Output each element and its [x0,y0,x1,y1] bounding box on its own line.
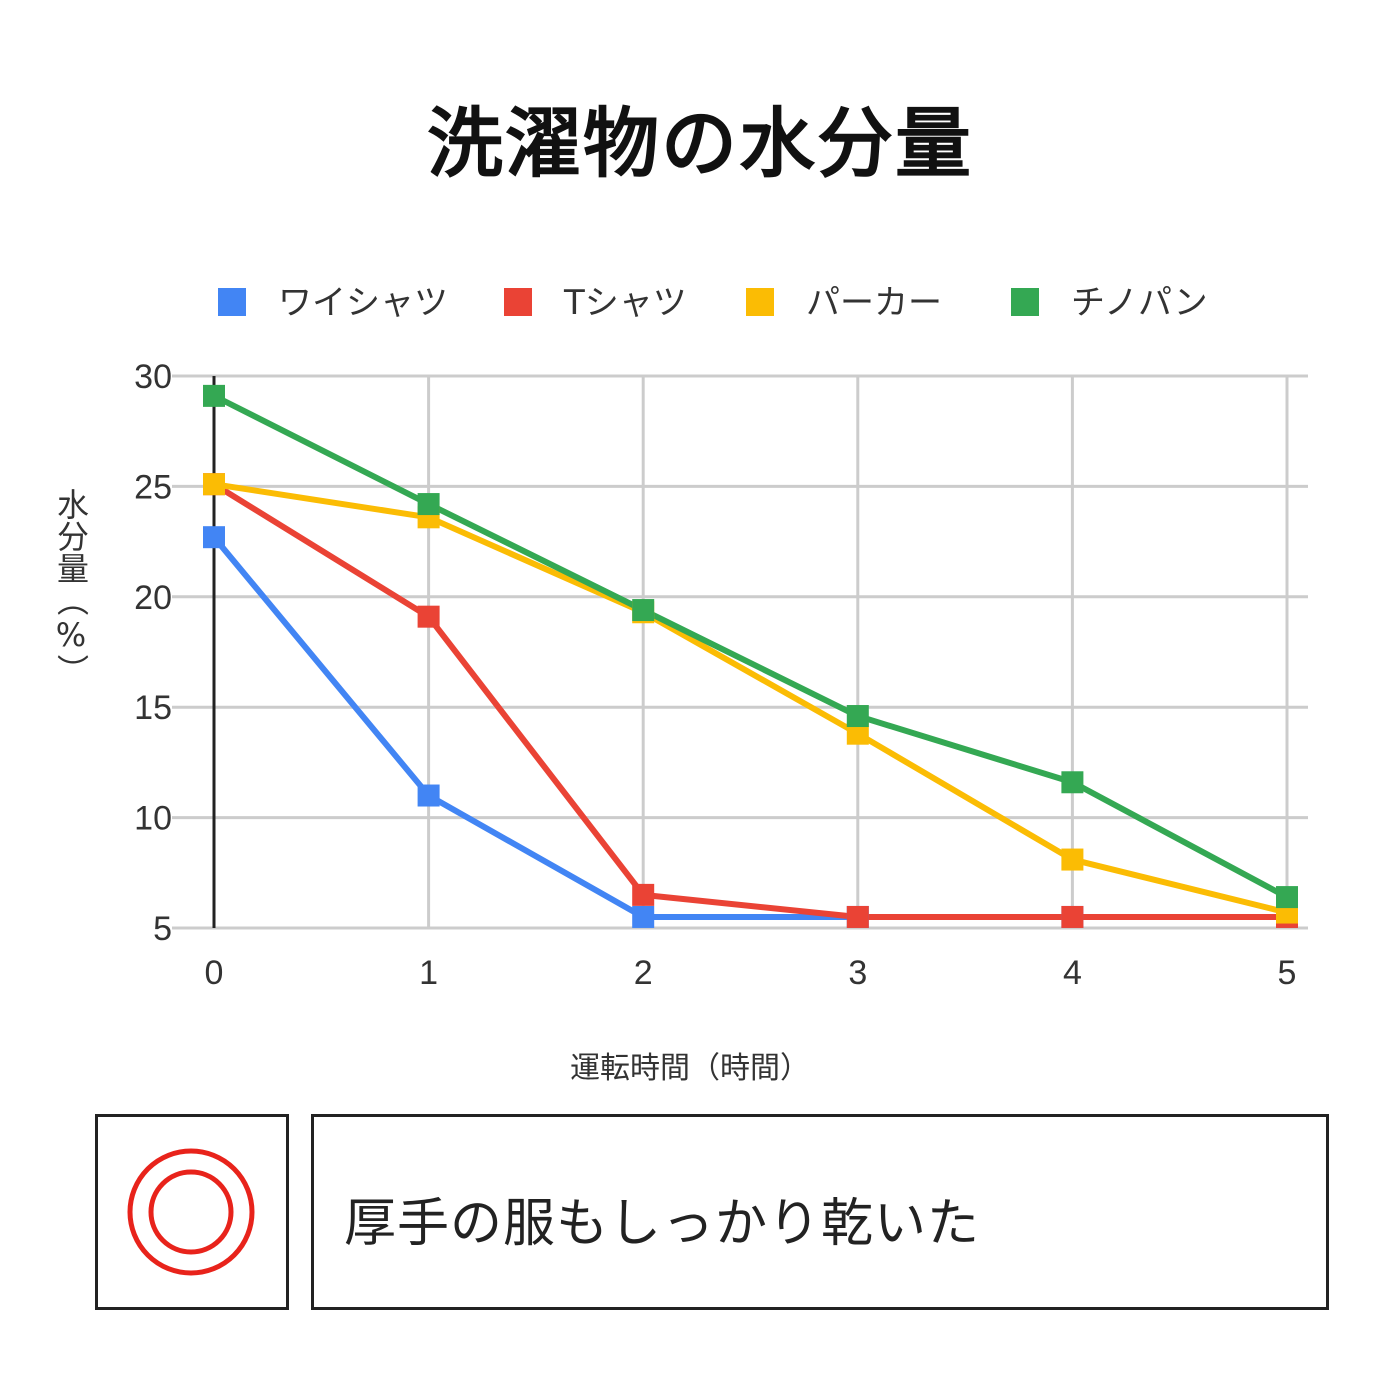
data-point [632,599,655,622]
x-tick-label: 3 [848,954,867,992]
data-point [846,722,869,745]
data-point [1276,886,1298,909]
data-point [417,493,440,516]
y-tick-label: 20 [134,579,172,617]
legend-label: パーカー [806,283,942,323]
y-tick-label: 10 [134,800,172,838]
legend-label: ワイシャツ [278,283,448,323]
series-line [212,481,1287,920]
legend-label: チノパン [1071,283,1208,323]
legend-swatch [504,288,532,316]
data-point [203,384,225,407]
x-axis-title: 運転時間（時間） [570,1051,810,1086]
chart-title: 洗濯物の水分量 [427,99,973,188]
legend-label: Tシャツ [563,283,687,323]
y-tick-label: 15 [134,689,172,727]
legend-swatch [746,288,774,316]
x-tick-label: 2 [634,954,653,992]
comment-text: 厚手の服もしっかり乾いた [344,1194,981,1254]
x-tick-label: 0 [205,954,224,992]
data-point [417,605,440,628]
data-point [203,473,225,496]
series-line [211,535,1287,920]
data-point [417,784,440,807]
data-point [1061,771,1084,794]
double-circle-icon [127,1148,255,1276]
y-tick-label: 5 [153,910,172,948]
data-point [632,883,655,906]
x-tick-label: 4 [1063,954,1082,992]
series-line [213,481,1288,916]
series-line [212,393,1289,900]
rating-box [95,1114,289,1310]
legend-swatch [1011,288,1039,316]
data-point [846,905,869,928]
y-tick-label: 25 [134,468,172,506]
data-point [203,526,225,549]
data-point [1061,905,1084,928]
x-tick-label: 5 [1278,954,1297,992]
data-point [632,905,655,928]
y-axis-title: 水分量（%） [52,488,90,686]
x-tick-label: 1 [419,954,438,992]
y-tick-label: 30 [134,358,172,396]
comment-box: 厚手の服もしっかり乾いた [311,1114,1329,1310]
data-point [846,705,869,728]
legend-swatch [218,288,246,316]
data-point [1061,848,1084,871]
